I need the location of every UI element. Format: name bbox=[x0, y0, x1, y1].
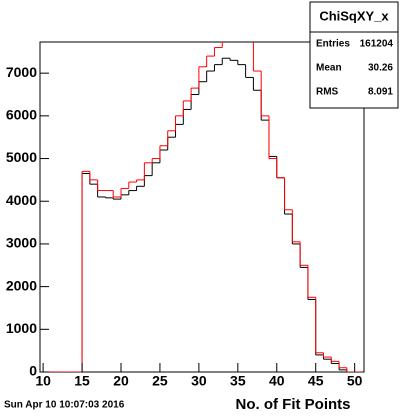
x-tick-label: 35 bbox=[230, 373, 246, 389]
histograms bbox=[43, 42, 363, 372]
stats-value: 161204 bbox=[360, 39, 394, 50]
stats-value: 8.091 bbox=[368, 87, 393, 98]
x-tick-label: 50 bbox=[347, 373, 363, 389]
stats-label: RMS bbox=[316, 87, 339, 98]
y-tick-label: 0 bbox=[29, 363, 37, 379]
y-tick-label: 3000 bbox=[6, 235, 37, 251]
x-tick-label: 30 bbox=[191, 373, 207, 389]
y-tick-label: 1000 bbox=[6, 320, 37, 336]
y-tick-label: 5000 bbox=[6, 149, 37, 165]
stats-title: ChiSqXY_x bbox=[319, 8, 389, 23]
x-tick-label: 15 bbox=[74, 373, 90, 389]
x-tick-label: 20 bbox=[113, 373, 129, 389]
stats-label: Entries bbox=[316, 39, 350, 50]
x-axis-label: No. of Fit Points bbox=[236, 396, 351, 413]
y-tick-label: 7000 bbox=[6, 64, 37, 80]
x-tick-label: 25 bbox=[152, 373, 168, 389]
x-tick-label: 10 bbox=[35, 373, 51, 389]
date: Sun Apr 10 10:07:03 2016 bbox=[4, 400, 125, 411]
stats-label: Mean bbox=[316, 63, 342, 74]
y-tick-label: 2000 bbox=[6, 277, 37, 293]
y-tick-label: 6000 bbox=[6, 107, 37, 123]
stats-box bbox=[309, 1, 399, 109]
x-tick-label: 45 bbox=[308, 373, 324, 389]
y-tick-label: 4000 bbox=[6, 192, 37, 208]
frame bbox=[39, 41, 365, 373]
stats-value: 30.26 bbox=[368, 63, 393, 74]
x-tick-label: 40 bbox=[269, 373, 285, 389]
